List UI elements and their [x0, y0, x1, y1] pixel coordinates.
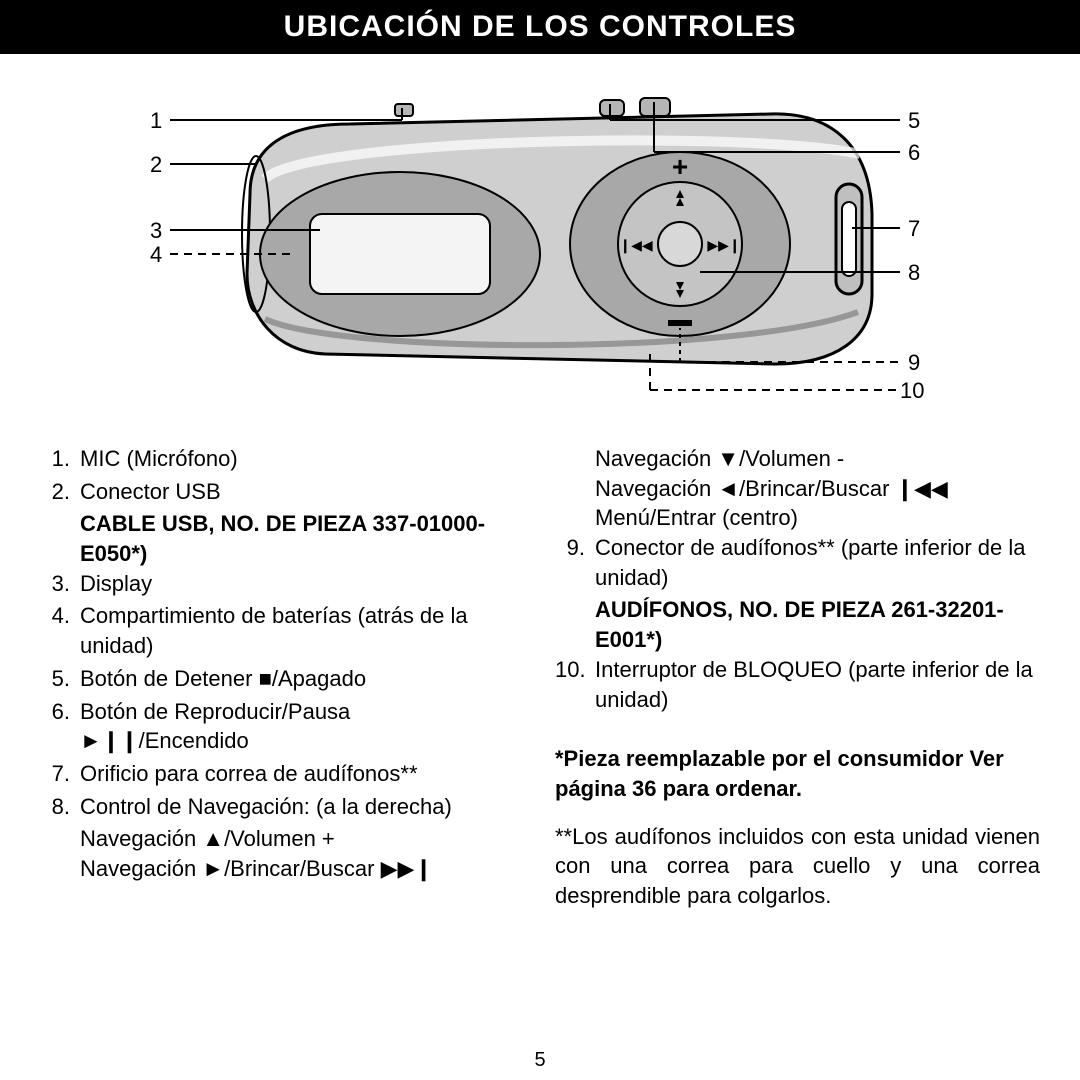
footnote-1: *Pieza reemplazable por el consumidor Ve… [555, 744, 1040, 803]
t8: Control de Navegación: (a la derecha) [80, 792, 525, 822]
footnote-2: **Los audífonos incluidos con esta unida… [555, 822, 1040, 911]
r2: Navegación ◄/Brincar/Buscar ❙◀◀ [555, 474, 1040, 504]
t9b: AUDÍFONOS, NO. DE PIEZA 261-32201-E001*) [555, 595, 1040, 654]
t4: Compartimiento de baterías (atrás de la … [80, 601, 525, 660]
t9: Conector de audífonos** (parte inferior … [595, 533, 1040, 592]
t3: Display [80, 569, 525, 599]
device-svg: + ❙◀◀ ▶▶❙ [40, 84, 1040, 414]
n10: 10. [555, 655, 595, 714]
t8b: Navegación ►/Brincar/Buscar ▶▶❙ [40, 854, 525, 884]
n5: 5. [40, 664, 80, 694]
t1: MIC (Micrófono) [80, 444, 525, 474]
legend-columns: 1.MIC (Micrófono) 2.Conector USB CABLE U… [40, 444, 1040, 911]
n8: 8. [40, 792, 80, 822]
r1: Navegación ▼/Volumen - [555, 444, 1040, 474]
page-number: 5 [0, 1049, 1080, 1072]
left-column: 1.MIC (Micrófono) 2.Conector USB CABLE U… [40, 444, 525, 911]
n2: 2. [40, 477, 80, 507]
t2b: CABLE USB, NO. DE PIEZA 337-01000-E050*) [40, 509, 525, 568]
n6: 6. [40, 697, 80, 756]
svg-text:+: + [672, 151, 688, 182]
t8a: Navegación ▲/Volumen + [40, 824, 525, 854]
n9: 9. [555, 533, 595, 592]
t5: Botón de Detener ■/Apagado [80, 664, 525, 694]
device-diagram: 1 2 3 4 5 6 7 8 9 10 + [40, 84, 1040, 414]
n1: 1. [40, 444, 80, 474]
svg-text:▶▶❙: ▶▶❙ [707, 237, 740, 254]
n3: 3. [40, 569, 80, 599]
n7: 7. [40, 759, 80, 789]
n4: 4. [40, 601, 80, 660]
t2: Conector USB [80, 477, 525, 507]
t7: Orificio para correa de audífonos** [80, 759, 525, 789]
svg-text:❙◀◀: ❙◀◀ [619, 237, 652, 254]
page-title: UBICACIÓN DE LOS CONTROLES [0, 0, 1080, 54]
t10: Interruptor de BLOQUEO (parte inferior d… [595, 655, 1040, 714]
right-column: Navegación ▼/Volumen - Navegación ◄/Brin… [555, 444, 1040, 911]
t6: Botón de Reproducir/Pausa ►❙❙/Encendido [80, 697, 525, 756]
r3: Menú/Entrar (centro) [555, 503, 1040, 533]
